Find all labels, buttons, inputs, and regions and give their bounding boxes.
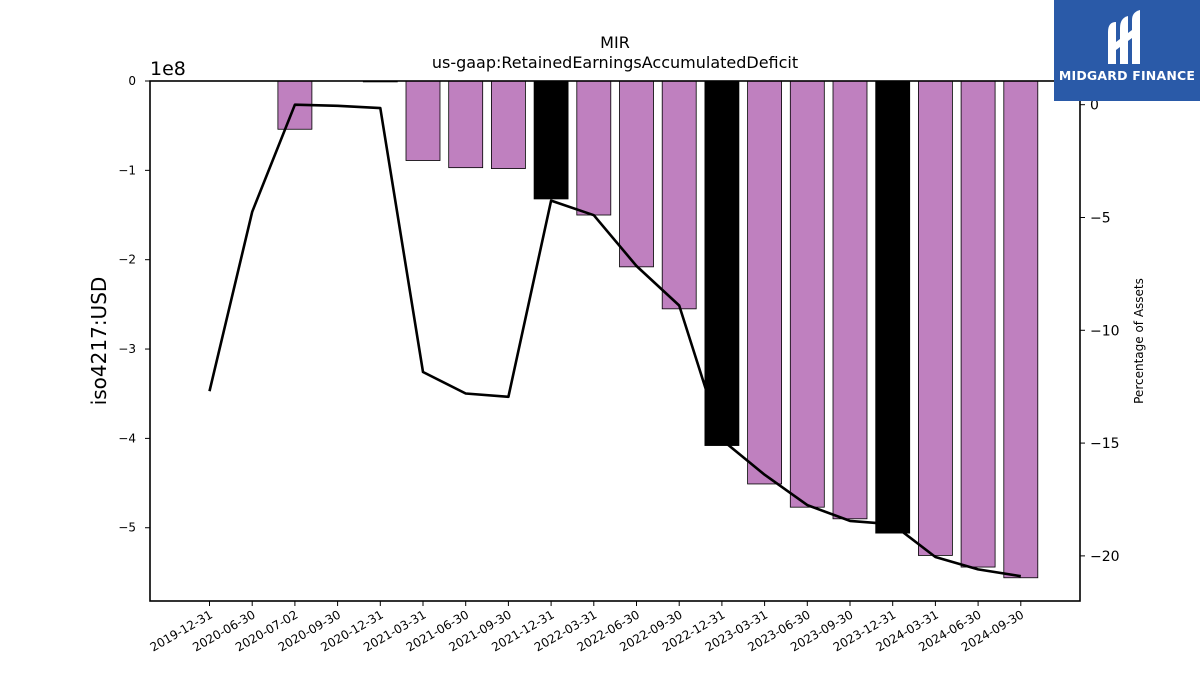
y2-tick-label: 0 — [1090, 98, 1099, 114]
bar-2021-03-31 — [405, 80, 441, 161]
brand-logo-box: MIDGARD FINANCE — [1054, 0, 1200, 101]
y-ticks-group: 0 −1 −2 −3 −4 −5 — [118, 74, 150, 535]
bar-2023-09-30 — [832, 80, 868, 520]
bar-2023-06-30 — [789, 80, 825, 508]
y-tick-label: −5 — [118, 521, 136, 535]
x-ticks-group: 2019-12-312020-06-302020-07-022020-09-30… — [148, 601, 1026, 654]
y2-ticks-group: 0 −5 −10 −15 −20 — [1080, 98, 1120, 565]
y-tick-label: −4 — [118, 431, 136, 445]
bar-2021-09-30 — [490, 80, 526, 169]
y-tick-label: 0 — [128, 74, 136, 88]
bar-2023-03-31 — [747, 80, 782, 485]
y2-tick-label: −10 — [1090, 323, 1120, 339]
plot-frame — [149, 80, 1081, 602]
bar-2021-12-31 — [533, 80, 569, 200]
axes-group — [149, 80, 1081, 602]
y2-tick-label: −15 — [1090, 436, 1120, 452]
y2-tick-label: −20 — [1090, 549, 1120, 565]
bar-2024-09-30 — [1003, 80, 1039, 579]
bar-2024-03-31 — [918, 80, 953, 556]
chart-title: MIR — [600, 33, 630, 52]
percentage-of-assets-line — [208, 103, 1022, 578]
bar-2021-06-30 — [448, 80, 484, 169]
bar-2023-12-31 — [875, 80, 911, 534]
y2-tick-label: −5 — [1090, 210, 1111, 226]
y-axis-label: iso4217:USD — [87, 277, 111, 406]
y2-axis-label: Percentage of Assets — [1132, 278, 1146, 404]
midgard-m-logo-icon — [1108, 10, 1140, 64]
bar-2024-06-30 — [960, 80, 996, 568]
bar-2022-12-31 — [704, 80, 740, 446]
y-tick-label: −1 — [118, 163, 136, 177]
bar-2022-06-30 — [619, 80, 654, 268]
y-tick-label: −3 — [118, 342, 136, 356]
line-group — [208, 103, 1022, 578]
bar-2022-03-31 — [576, 80, 612, 216]
chart-subtitle: us-gaap:RetainedEarningsAccumulatedDefic… — [432, 53, 798, 72]
bars-group — [277, 80, 1039, 579]
y-tick-label: −2 — [118, 253, 136, 267]
y-axis-offset-label: 1e8 — [150, 58, 186, 80]
bar-2022-09-30 — [661, 80, 697, 310]
brand-name: MIDGARD FINANCE — [1058, 68, 1196, 83]
